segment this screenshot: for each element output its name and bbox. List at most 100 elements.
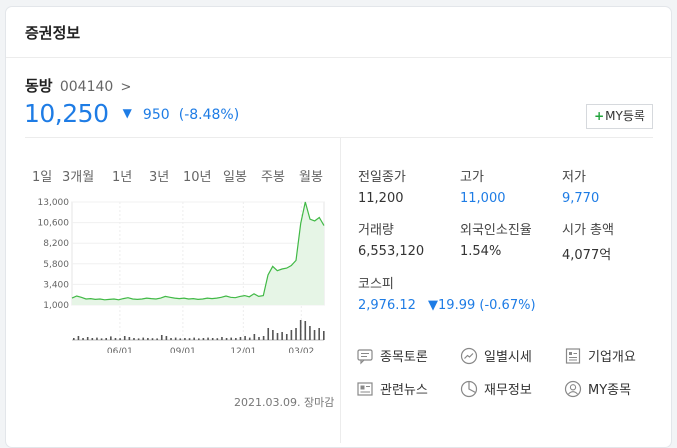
price-change: 950 [143,107,170,123]
volume-bar [110,336,112,340]
volume-bar [291,330,293,340]
stat-label: 외국인소진율 [460,219,532,238]
stat-high: 고가 11,000 [460,166,506,206]
volume-bar [170,338,172,340]
volume-bar [175,338,177,340]
link-label: 기업개요 [588,346,636,365]
link-label: 일별시세 [484,346,532,365]
link-my-stocks[interactable]: MY종목 [564,379,631,398]
tab-1-day[interactable]: 1일 [32,166,52,185]
price-area-fill [72,202,324,305]
stat-value: 11,200 [358,191,406,206]
volume-bar [323,331,325,340]
stat-label: 저가 [562,166,599,185]
stat-value: 9,770 [562,191,599,206]
volume-bar [314,330,316,340]
tab-10-year[interactable]: 10년 [183,166,212,185]
volume-bar [300,320,302,340]
volume-bar [198,338,200,340]
y-tick-label: 8,200 [43,239,69,249]
price-change-percent: (-8.48%) [179,107,239,123]
stock-info-card: 증권정보 동방 004140 > 10,250 ▼ 950 (-8.48%) +… [5,6,672,448]
volume-bar [142,338,144,340]
stock-code: 004140 [60,79,113,95]
y-tick-label: 10,600 [38,219,70,229]
trend-icon [460,347,478,365]
tab-3-month[interactable]: 3개월 [62,166,94,185]
section-divider [25,137,653,138]
volume-bar [129,337,131,340]
stat-value: 1.54% [460,244,532,259]
x-tick-label: 03/02 [288,347,314,353]
price-row: 10,250 ▼ 950 (-8.48%) [24,99,239,128]
pie-chart-icon [460,380,478,398]
volume-bar [212,338,214,340]
volume-bar [207,338,209,340]
tab-daily-candle[interactable]: 일봉 [223,166,247,185]
volume-bar [304,321,306,340]
add-my-stock-button[interactable]: +MY등록 [586,104,653,129]
volume-bar [263,336,265,340]
tab-3-year[interactable]: 3년 [149,166,169,185]
link-label: 재무정보 [484,379,532,398]
volume-bar [124,336,126,340]
volume-bar [221,337,223,340]
x-tick-label: 12/01 [230,347,256,353]
chart-date: 2021.03.09. 장마감 [234,394,334,410]
y-tick-label: 5,800 [43,260,69,270]
volume-bar [147,338,149,340]
volume-bar [105,338,107,340]
link-company-overview[interactable]: 기업개요 [564,346,636,365]
stat-label: 코스피 [358,273,536,292]
document-icon [564,347,582,365]
volume-bar [161,335,163,340]
stat-market-cap: 시가 총액 4,077억 [562,219,614,263]
news-icon [356,380,374,398]
volume-bar [189,338,191,340]
stat-value: 11,000 [460,191,506,206]
stat-foreign-ratio: 외국인소진율 1.54% [460,219,532,259]
volume-bar [193,338,195,340]
volume-bar [235,338,237,340]
stat-label: 전일종가 [358,166,406,185]
volume-bar [184,338,186,340]
volume-bar [87,337,89,340]
volume-bar [286,334,288,340]
link-related-news[interactable]: 관련뉴스 [356,379,428,398]
y-tick-label: 1,000 [43,301,69,311]
volume-bar [244,336,246,340]
kospi-value: 2,976.12 [358,298,416,313]
link-stock-discussion[interactable]: 종목토론 [356,346,428,365]
stat-value: 2,976.12 ▼19.99 (-0.67%) [358,298,536,313]
stat-label: 거래량 [358,219,424,238]
section-title: 증권정보 [25,22,80,43]
tab-weekly-candle[interactable]: 주봉 [261,166,285,185]
volume-bar [96,338,98,340]
link-daily-quotes[interactable]: 일별시세 [460,346,532,365]
price-chart[interactable]: 13,000 10,600 8,200 5,800 3,400 1,000 06/01 09/… [6,193,340,353]
volume-bar [258,337,260,340]
user-icon [564,380,582,398]
volume-bar [101,338,103,340]
x-tick-label: 09/01 [170,347,196,353]
tab-1-year[interactable]: 1년 [112,166,132,185]
volume-bar [217,338,219,340]
y-tick-label: 3,400 [43,280,69,290]
volume-bar [179,338,181,340]
volume-bar [156,338,158,340]
tab-monthly-candle[interactable]: 월봉 [299,166,323,185]
stock-name-link[interactable]: 동방 004140 > [25,75,131,96]
volume-bar [249,338,251,340]
volume-bar [295,328,297,340]
stock-name: 동방 [25,77,53,95]
stat-low: 저가 9,770 [562,166,599,206]
kospi-change: ▼19.99 (-0.67%) [428,298,535,313]
volume-bar [230,338,232,340]
link-label: 관련뉴스 [380,379,428,398]
plus-icon: + [594,109,604,123]
current-price: 10,250 [24,99,108,128]
volume-bar [78,336,80,340]
link-financial-info[interactable]: 재무정보 [460,379,532,398]
volume-bar [254,334,256,340]
volume-bar [119,338,121,340]
